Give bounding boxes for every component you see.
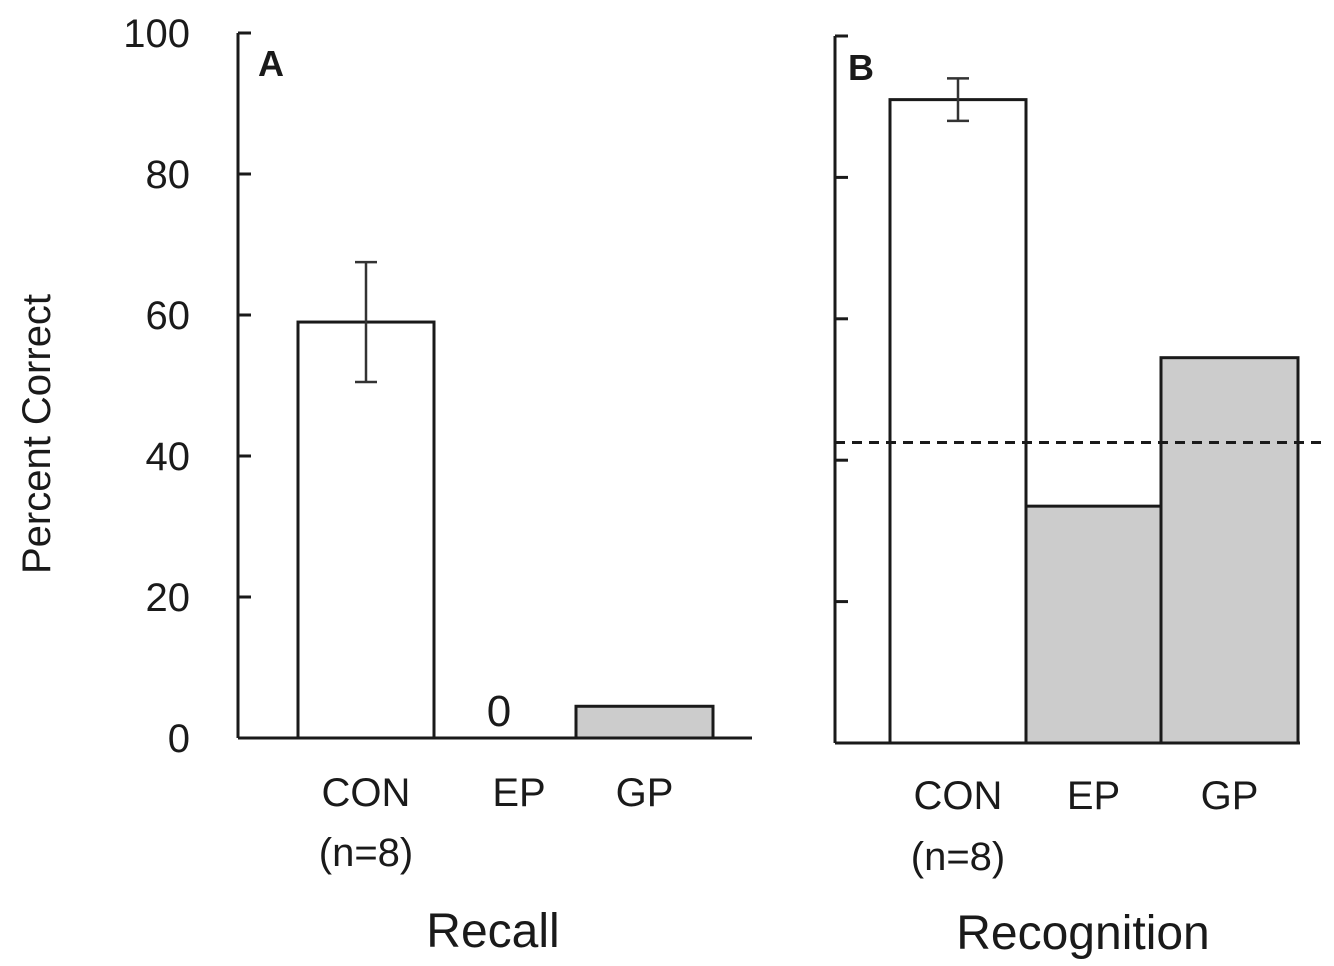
panel-b-category-label-con: CON (914, 774, 1003, 818)
panel-a-category-sublabel-con: (n=8) (319, 831, 414, 875)
y-tick-label: 20 (146, 576, 191, 620)
panel-b-letter: B (848, 47, 874, 88)
panel-a-letter: A (258, 43, 284, 84)
y-axis-title: Percent Correct (15, 294, 59, 574)
panel-a-data-label-ep: 0 (487, 687, 511, 736)
y-tick-label: 40 (146, 435, 191, 479)
panel-b-bar-gp (1159, 356, 1300, 745)
panel-b-bar-ep (1024, 504, 1163, 745)
panel-a-category-label-gp: GP (616, 771, 674, 815)
panel-a-category-label-con: CON (322, 771, 411, 815)
panel-a-category-label-ep: EP (492, 771, 545, 815)
y-tick-label: 100 (123, 12, 190, 56)
panel-b-category-sublabel-con: (n=8) (911, 835, 1006, 879)
y-tick-label: 0 (168, 717, 190, 761)
y-tick-label: 60 (146, 294, 191, 338)
panel-b-x-axis-title: Recognition (956, 907, 1210, 960)
panel-b-recognition-chart: B Recognition CON (n=8) EP GP (833, 34, 1326, 960)
panel-a-recall-chart: A Percent Correct Recall 0 20 40 60 80 100 CO… (15, 12, 752, 958)
y-tick-label: 80 (146, 153, 191, 197)
panel-b-bar-con (888, 98, 1028, 745)
panel-a-bar-gp (574, 704, 715, 740)
panel-b-category-label-ep: EP (1067, 774, 1120, 818)
panel-a-bar-con (296, 320, 436, 740)
panel-a-x-axis-title: Recall (426, 905, 559, 958)
panel-b-category-label-gp: GP (1201, 774, 1259, 818)
